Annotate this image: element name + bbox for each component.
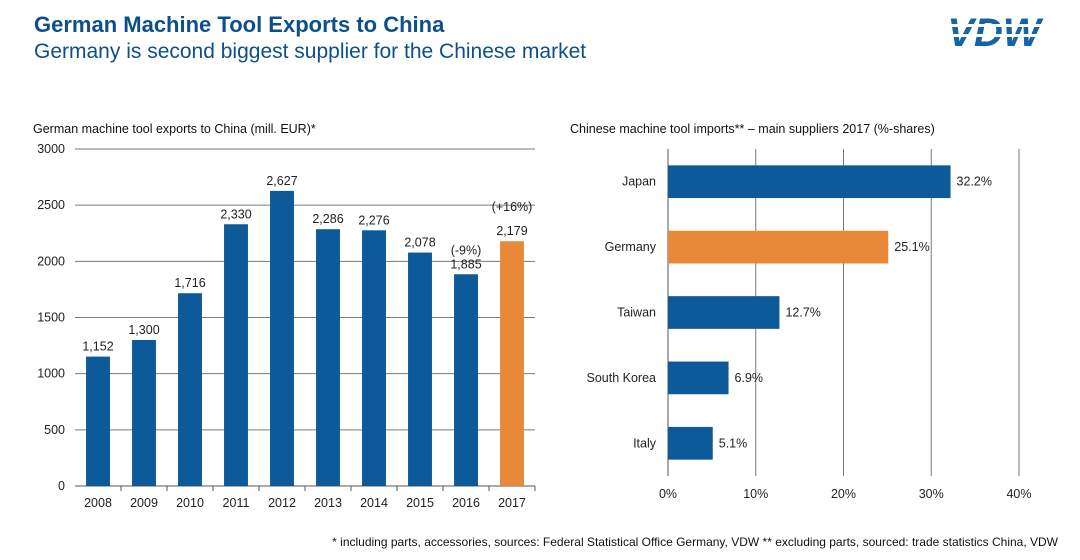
x-tick-label: 10% xyxy=(743,487,768,501)
data-label-taiwan: 12.7% xyxy=(785,306,820,320)
bar-2016 xyxy=(454,274,478,486)
y-tick-label: 1000 xyxy=(37,367,65,381)
x-tick-label-2013: 2013 xyxy=(314,496,342,510)
right-bar-chart: 0% 10% 20% 30% 40% Japan 32.2% Germany 25.1% Taiw… xyxy=(587,149,1032,501)
bar-2017 xyxy=(500,241,524,486)
data-label-2015: 2,078 xyxy=(404,236,435,250)
y-tick-label: 0 xyxy=(58,479,65,493)
bar-italy xyxy=(668,426,713,460)
logo-text: VDW xyxy=(947,12,1044,52)
y-tick-label: 2500 xyxy=(37,198,65,212)
x-tick-label-2017: 2017 xyxy=(498,496,526,510)
data-label-2014: 2,276 xyxy=(358,213,389,227)
data-label-2017: 2,179 xyxy=(496,224,527,238)
x-tick-label-2009: 2009 xyxy=(130,496,158,510)
page-title: German Machine Tool Exports to China xyxy=(34,12,445,37)
bar-south-korea xyxy=(668,361,729,395)
x-tick-label-2008: 2008 xyxy=(84,496,112,510)
charts-canvas: German machine tool exports to China (mi… xyxy=(33,122,1032,510)
data-label-japan: 32.2% xyxy=(957,175,992,189)
y-tick-label: 3000 xyxy=(37,142,65,156)
data-label-2011: 2,330 xyxy=(220,207,251,221)
x-tick-label: 40% xyxy=(1006,487,1031,501)
category-label-italy: Italy xyxy=(633,436,657,450)
annotation: (-9%) xyxy=(451,243,482,257)
right-chart-title: Chinese machine tool imports** – main su… xyxy=(570,122,935,136)
x-tick-label: 0% xyxy=(659,487,677,501)
bar-2008 xyxy=(86,356,110,486)
data-label-south-korea: 6.9% xyxy=(735,371,764,385)
data-label-italy: 5.1% xyxy=(719,436,748,450)
page-subtitle: Germany is second biggest supplier for t… xyxy=(34,40,587,63)
data-label-2013: 2,286 xyxy=(312,212,343,226)
left-chart-title: German machine tool exports to China (mi… xyxy=(33,122,316,136)
data-label-2010: 1,716 xyxy=(174,276,205,290)
category-label-taiwan: Taiwan xyxy=(617,306,656,320)
left-bar-chart: 0 500 1000 1500 2000 2500 3000 1,152 2008 1,300 20… xyxy=(37,142,536,510)
bar-germany xyxy=(668,230,889,264)
bar-2015 xyxy=(408,252,432,486)
annotation: (+16%) xyxy=(492,200,533,214)
footer-note: * including parts, accessories, sources:… xyxy=(332,535,1058,549)
y-tick-label: 2000 xyxy=(37,254,65,268)
data-label-2016: 1,885 xyxy=(450,257,481,271)
data-label-2012: 2,627 xyxy=(266,174,297,188)
bar-taiwan xyxy=(668,296,780,329)
x-tick-label-2012: 2012 xyxy=(268,496,296,510)
x-tick-label-2015: 2015 xyxy=(406,496,434,510)
bar-2014 xyxy=(362,230,386,486)
bar-2011 xyxy=(224,224,248,486)
bar-japan xyxy=(668,165,951,199)
data-label-2008: 1,152 xyxy=(82,340,113,354)
y-tick-label: 1500 xyxy=(37,311,65,325)
category-label-japan: Japan xyxy=(622,175,656,189)
x-tick-label: 20% xyxy=(831,487,856,501)
data-label-2009: 1,300 xyxy=(128,323,159,337)
bar-2009 xyxy=(132,339,156,486)
y-tick-label: 500 xyxy=(44,423,65,437)
bar-2013 xyxy=(316,229,340,486)
data-label-germany: 25.1% xyxy=(894,240,929,254)
category-label-germany: Germany xyxy=(605,240,657,254)
vdw-logo: VDW xyxy=(926,12,1062,52)
x-tick-label-2010: 2010 xyxy=(176,496,204,510)
bar-2012 xyxy=(270,190,294,486)
x-tick-label-2011: 2011 xyxy=(223,496,250,510)
bar-2010 xyxy=(178,293,202,486)
x-tick-label-2014: 2014 xyxy=(360,496,388,510)
x-tick-label: 30% xyxy=(919,487,944,501)
x-tick-label-2016: 2016 xyxy=(452,496,480,510)
category-label-south-korea: South Korea xyxy=(587,371,657,385)
